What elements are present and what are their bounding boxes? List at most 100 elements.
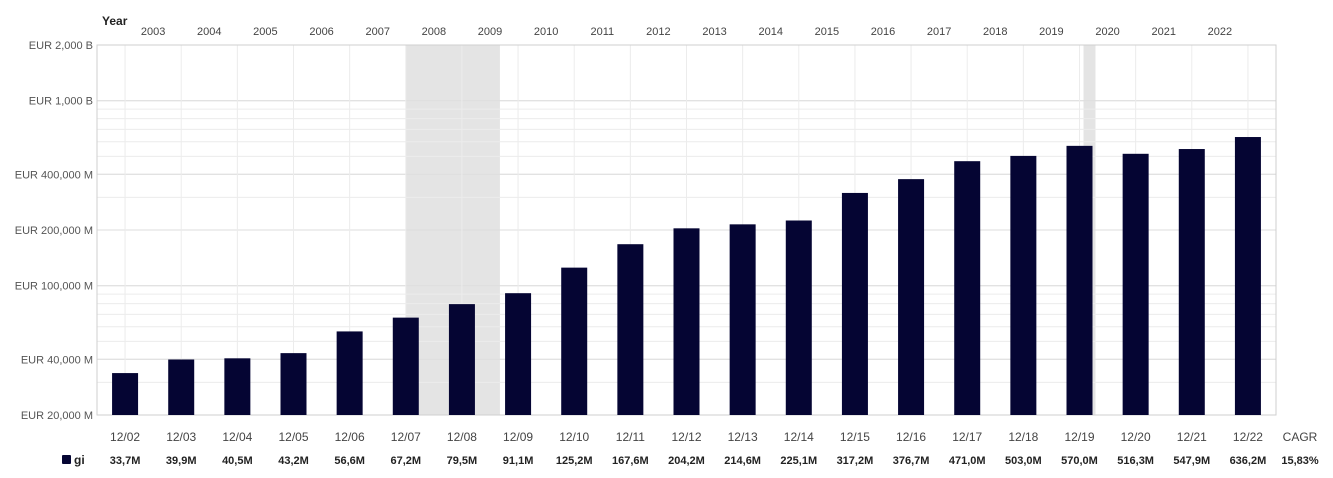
top-year-label: 2018 [983, 26, 1007, 38]
x-tick-label: 12/16 [896, 430, 926, 444]
x-tick-label: 12/20 [1121, 430, 1151, 444]
y-tick-label: EUR 40,000 M [21, 354, 93, 366]
y-tick-label: EUR 2,000 B [29, 40, 93, 52]
top-year-label: 2013 [702, 26, 726, 38]
x-tick-label: 12/13 [728, 430, 758, 444]
x-tick-label: 12/06 [335, 430, 365, 444]
top-year-label: 2008 [422, 26, 446, 38]
x-tick-label: 12/22 [1233, 430, 1263, 444]
value-label: 214,6M [724, 455, 761, 467]
bar-12/13 [729, 224, 756, 415]
value-label: 503,0M [1005, 455, 1042, 467]
top-year-label: 2009 [478, 26, 502, 38]
value-label: 636,2M [1230, 455, 1267, 467]
bar-12/18 [1010, 155, 1037, 416]
top-year-label: 2006 [309, 26, 333, 38]
bar-12/21 [1178, 149, 1205, 415]
bar-12/20 [1122, 153, 1149, 415]
x-tick-label: 12/11 [616, 430, 645, 444]
value-label: 43,2M [278, 455, 309, 467]
cagr-value: 15,83% [1281, 455, 1319, 467]
top-year-label: 2012 [646, 26, 670, 38]
x-tick-label: 12/10 [559, 430, 589, 444]
bar-12/14 [785, 220, 812, 415]
x-tick-label: 12/21 [1177, 430, 1207, 444]
y-tick-label: EUR 1,000 B [29, 96, 93, 108]
bar-12/11 [617, 244, 644, 415]
top-year-label: 2004 [197, 26, 221, 38]
x-axis: 12/02 12/03 12/04 12/05 12/06 12/07 12/08 12/09… [110, 430, 1263, 444]
cagr-header: CAGR [1283, 430, 1318, 444]
y-tick-label: EUR 20,000 M [21, 410, 93, 422]
bar-12/03 [168, 359, 195, 415]
bar-12/06 [336, 331, 363, 415]
bar-12/15 [841, 192, 868, 415]
top-year-label: 2019 [1039, 26, 1063, 38]
top-year-label: 2014 [758, 26, 782, 38]
x-tick-label: 12/04 [222, 430, 252, 444]
value-label: 56,6M [334, 455, 365, 467]
y-axis: EUR 20,000 M EUR 40,000 M EUR 100,000 M EUR… [15, 40, 93, 422]
x-tick-label: 12/15 [840, 430, 870, 444]
values-row: gi CAGR 15,83% 33,7M 39,9M 40,5M 43,2M 56,6M… [62, 430, 1319, 467]
value-label: 570,0M [1061, 455, 1098, 467]
bar-12/07 [392, 317, 419, 415]
top-year-label: 2017 [927, 26, 951, 38]
bar-12/17 [954, 161, 981, 415]
bar-12/16 [898, 179, 925, 415]
bar-12/05 [280, 353, 307, 415]
legend-label: gi [74, 453, 85, 467]
bar-12/19 [1066, 145, 1093, 415]
value-label: 91,1M [503, 455, 534, 467]
top-year-label: 2016 [871, 26, 895, 38]
value-label: 40,5M [222, 455, 253, 467]
bars [112, 137, 1261, 416]
bar-12/04 [224, 358, 251, 415]
bar-12/08 [448, 304, 475, 415]
value-label: 547,9M [1173, 455, 1210, 467]
top-year-label: 2003 [141, 26, 165, 38]
value-label: 516,3M [1117, 455, 1154, 467]
x-tick-label: 12/17 [952, 430, 982, 444]
bar-12/12 [673, 228, 700, 415]
top-year-label: 2011 [590, 26, 614, 38]
bar-12/22 [1234, 137, 1261, 415]
x-tick-label: 12/14 [784, 430, 814, 444]
x-tick-label: 12/18 [1008, 430, 1038, 444]
x-tick-label: 12/07 [391, 430, 421, 444]
y-tick-label: EUR 200,000 M [15, 225, 93, 237]
x-tick-label: 12/02 [110, 430, 140, 444]
value-label: 79,5M [447, 455, 478, 467]
value-label: 376,7M [893, 455, 930, 467]
value-label: 317,2M [837, 455, 874, 467]
top-year-label: 2015 [815, 26, 839, 38]
value-label: 67,2M [390, 455, 421, 467]
value-label: 225,1M [780, 455, 817, 467]
x-tick-label: 12/03 [166, 430, 196, 444]
value-label: 33,7M [110, 455, 141, 467]
top-year-axis: Year 2003 2004 2005 2006 2007 2008 2009 2010 201… [102, 14, 1232, 38]
bar-12/02 [112, 373, 139, 415]
top-axis-title: Year [102, 14, 128, 28]
top-year-label: 2020 [1095, 26, 1119, 38]
x-tick-label: 12/09 [503, 430, 533, 444]
x-tick-label: 12/05 [278, 430, 308, 444]
x-tick-label: 12/08 [447, 430, 477, 444]
top-year-label: 2021 [1151, 26, 1175, 38]
y-tick-label: EUR 100,000 M [15, 281, 93, 293]
top-year-label: 2007 [365, 26, 389, 38]
bar-12/09 [505, 293, 532, 415]
value-label: 125,2M [556, 455, 593, 467]
value-label: 39,9M [166, 455, 197, 467]
top-year-label: 2005 [253, 26, 277, 38]
value-label: 204,2M [668, 455, 705, 467]
x-tick-label: 12/19 [1064, 430, 1094, 444]
legend-swatch [62, 455, 71, 464]
top-year-label: 2010 [534, 26, 558, 38]
x-tick-label: 12/12 [671, 430, 701, 444]
value-label: 471,0M [949, 455, 986, 467]
y-tick-label: EUR 400,000 M [15, 169, 93, 181]
bar-12/10 [561, 267, 588, 415]
top-year-label: 2022 [1208, 26, 1232, 38]
